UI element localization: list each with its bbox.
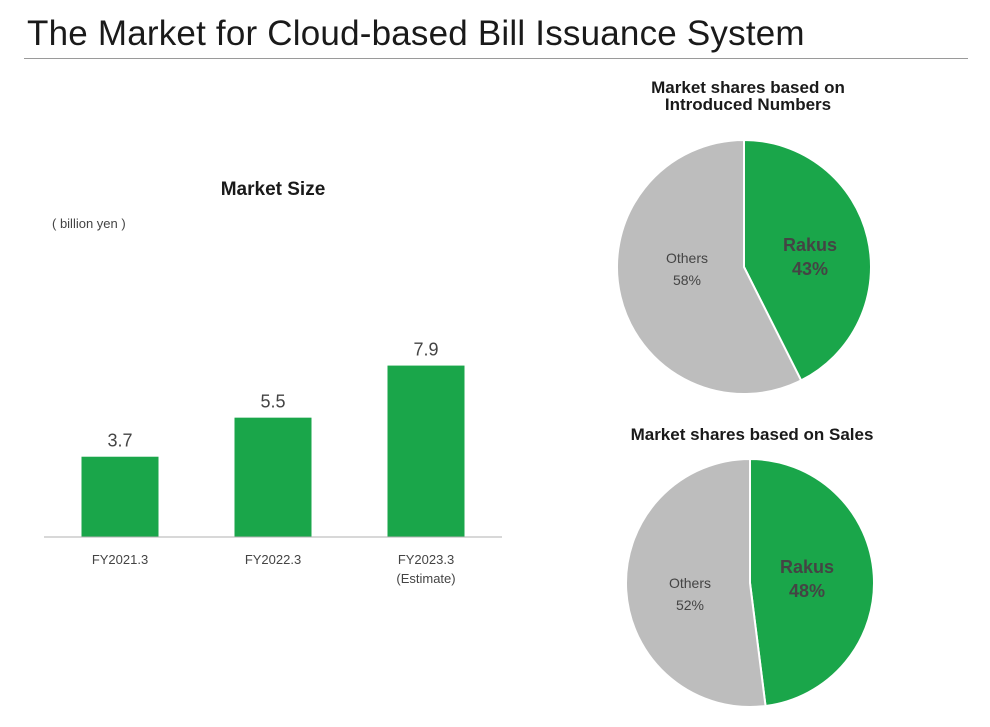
market-size-bar-chart: Market Size ( billion yen ) 3.7 5.5 7.9 FY… (44, 179, 502, 586)
sales-pie-chart: Market shares based on Sales Rakus 48% Oth… (625, 425, 875, 708)
title-divider (24, 58, 968, 59)
bar-value-label: 3.7 (107, 431, 132, 451)
bar-FY2022.3 (234, 417, 312, 537)
pie-slice-rakus (743, 138, 872, 382)
pie-slice-others (616, 138, 803, 395)
pie-slice-rakus (749, 457, 875, 708)
bar-value-label: 7.9 (413, 340, 438, 360)
pie-slice-value: 52% (676, 597, 704, 613)
pie-slice-label: Others (666, 250, 708, 266)
pie-introduced-numbers-slices (616, 138, 872, 395)
pie-slice-label: Rakus (780, 557, 834, 577)
bar-FY2023.3 (387, 365, 465, 537)
pie-slice-label: Others (669, 575, 711, 591)
pie-slice-label: Rakus (783, 235, 837, 255)
page-title: The Market for Cloud-based Bill Issuance… (27, 14, 805, 53)
pie-title-line: Market shares based on (651, 78, 845, 97)
bar-FY2021.3 (81, 456, 159, 537)
bar-series: 3.7 5.5 7.9 (81, 340, 465, 537)
bar-chart-title: Market Size (221, 179, 326, 200)
pie-slice-value: 43% (792, 259, 828, 279)
pie-slice-others (625, 457, 767, 708)
bar-value-label: 5.5 (260, 392, 285, 412)
y-axis-unit-label: ( billion yen ) (52, 216, 126, 231)
x-tick-label: FY2021.3 (92, 552, 148, 567)
pie-slice-value: 48% (789, 581, 825, 601)
x-tick-label: FY2022.3 (245, 552, 301, 567)
pie-slice-value: 58% (673, 272, 701, 288)
x-tick-note: (Estimate) (396, 571, 455, 586)
x-axis-tick-labels: FY2021.3 FY2022.3 FY2023.3 (Estimate) (92, 552, 456, 586)
pie-sales-labels: Rakus 48% Others 52% (669, 557, 834, 613)
pie-introduced-numbers-labels: Rakus 43% Others 58% (666, 235, 837, 288)
pie-sales-title: Market shares based on Sales (631, 425, 874, 444)
pie-sales-slices (625, 457, 875, 708)
pie-title-line: Introduced Numbers (665, 95, 831, 114)
pie-title-line: Market shares based on Sales (631, 425, 874, 444)
x-tick-label: FY2023.3 (398, 552, 454, 567)
